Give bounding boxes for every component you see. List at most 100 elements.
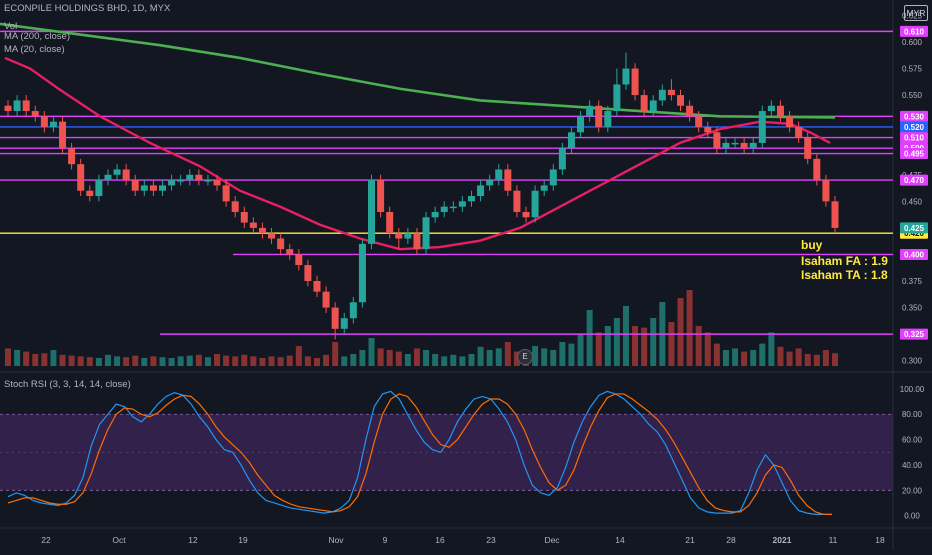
- candle-body: [758, 111, 766, 143]
- candle-body: [4, 105, 12, 112]
- volume-bar: [313, 358, 320, 366]
- volume-bar: [459, 356, 466, 366]
- ma20-legend: MA (20, close): [4, 44, 65, 55]
- candle-body: [513, 190, 521, 212]
- candle-body: [77, 164, 85, 191]
- volume-bar: [832, 353, 838, 366]
- volume-bar: [95, 358, 102, 366]
- volume-bar: [50, 350, 57, 366]
- level-label: 0.470: [904, 176, 925, 185]
- volume-bar: [268, 356, 275, 366]
- candle-body: [558, 148, 566, 170]
- volume-bar: [32, 354, 39, 366]
- volume-bar: [150, 356, 157, 366]
- volume-bar: [677, 298, 684, 366]
- level-label: 0.325: [904, 330, 925, 339]
- candle-body: [686, 105, 694, 117]
- volume-bar: [368, 338, 375, 366]
- candle-body: [231, 201, 239, 212]
- stoch-axis-tick: 80.00: [902, 410, 923, 419]
- time-axis-tick: 22: [41, 535, 51, 545]
- candle-body: [667, 89, 675, 96]
- last-price-label: 0.425: [904, 224, 925, 233]
- time-axis-tick: 28: [726, 535, 736, 545]
- stoch-axis-tick: 60.00: [902, 436, 923, 445]
- time-axis-tick: Oct: [112, 535, 126, 545]
- volume-bar: [822, 350, 829, 366]
- currency-button[interactable]: MYR: [904, 5, 928, 21]
- volume-bar: [141, 358, 148, 366]
- stoch-axis-tick: 20.00: [902, 486, 923, 495]
- annotation-ta-score: Isaham TA : 1.8: [801, 268, 888, 282]
- level-label-bg: [900, 248, 928, 260]
- price-axis-tick: 0.600: [902, 38, 923, 47]
- ma200-legend: MA (200, close): [4, 31, 70, 42]
- volume-bar: [186, 355, 193, 366]
- volume-legend: Vol: [4, 21, 18, 32]
- annotation-buy: buy: [801, 238, 823, 252]
- volume-bar: [595, 332, 602, 366]
- volume-bar: [813, 354, 820, 366]
- annotation-fa-score: Isaham FA : 1.9: [801, 254, 888, 268]
- candle-body: [158, 185, 166, 191]
- time-axis-tick: 18: [875, 535, 885, 545]
- volume-bar: [177, 356, 184, 366]
- candle-body: [349, 302, 357, 319]
- volume-bar: [77, 356, 84, 366]
- candle-body: [113, 169, 121, 175]
- volume-bar: [786, 351, 793, 366]
- level-label: 0.510: [904, 134, 925, 143]
- candle-body: [286, 249, 294, 255]
- candle-body: [413, 233, 421, 250]
- volume-bar: [68, 355, 75, 366]
- volume-bar: [323, 354, 330, 366]
- volume-bar: [341, 356, 348, 366]
- volume-bar: [613, 318, 620, 366]
- volume-bar: [241, 354, 248, 366]
- volume-bar: [41, 353, 48, 366]
- volume-bar: [541, 348, 548, 366]
- candle-body: [477, 185, 485, 197]
- candle-body: [49, 121, 57, 127]
- volume-bar: [395, 351, 402, 366]
- chart-title: ECONPILE HOLDINGS BHD, 1D, MYX: [4, 3, 171, 14]
- time-axis-tick: 2021: [773, 535, 792, 545]
- candle-body: [749, 142, 757, 149]
- level-label-bg: [900, 132, 928, 144]
- volume-bar: [350, 354, 357, 366]
- price-axis-tick: 0.575: [902, 65, 923, 74]
- volume-bar: [132, 355, 139, 366]
- earnings-icon[interactable]: E: [517, 349, 533, 365]
- volume-bar: [204, 357, 211, 366]
- volume-bar: [768, 332, 775, 366]
- candle-body: [358, 243, 366, 303]
- volume-bar: [604, 326, 611, 366]
- candle-body: [786, 116, 794, 127]
- candle-body: [331, 307, 339, 329]
- stoch-rsi-legend: Stoch RSI (3, 3, 14, 14, close): [4, 379, 131, 390]
- candle-body: [640, 95, 648, 112]
- time-axis-tick: 12: [188, 535, 198, 545]
- candle-body: [204, 180, 212, 182]
- level-label-bg: [900, 110, 928, 122]
- candle-body: [467, 196, 475, 202]
- volume-bar: [259, 358, 266, 366]
- time-axis-tick: 11: [829, 535, 838, 545]
- candle-body: [368, 180, 376, 244]
- volume-bar: [432, 354, 439, 366]
- volume-bar: [295, 346, 302, 366]
- candle-body: [567, 132, 575, 149]
- volume-bar: [468, 354, 475, 366]
- price-axis-tick: 0.300: [902, 357, 923, 366]
- volume-bar: [486, 350, 493, 366]
- price-axis-tick: 0.350: [902, 304, 923, 313]
- volume-bar: [359, 350, 366, 366]
- candle-body: [140, 185, 148, 191]
- candle-body: [177, 180, 185, 182]
- volume-bar: [304, 356, 311, 366]
- volume-bar: [250, 356, 257, 366]
- volume-bar: [159, 357, 166, 366]
- volume-bar: [223, 355, 230, 366]
